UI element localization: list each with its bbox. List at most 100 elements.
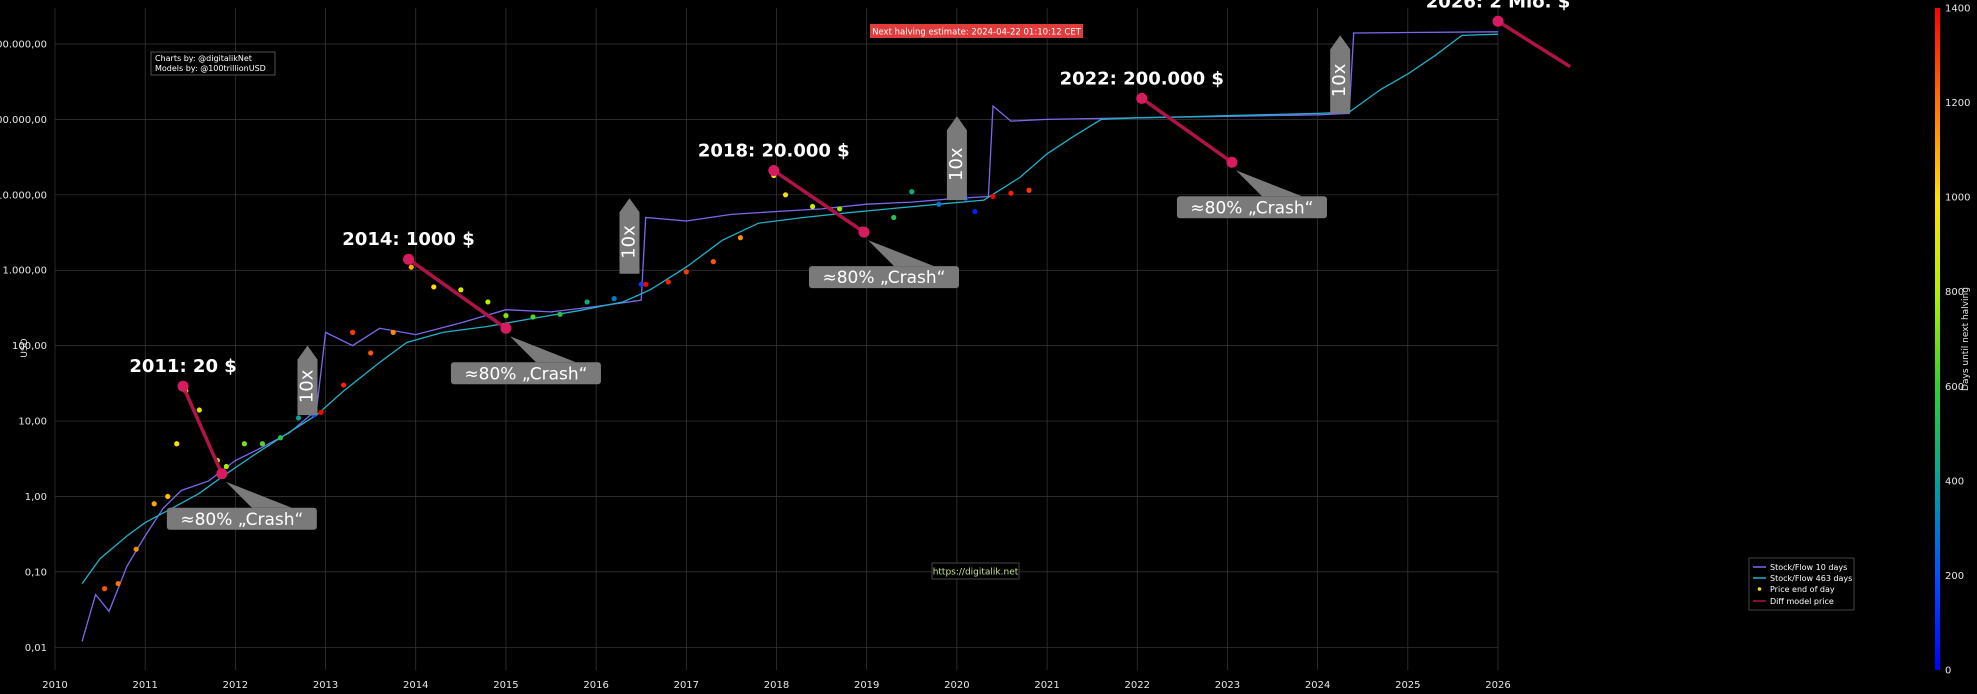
price-point xyxy=(837,206,843,212)
crash-callout-text: ≈80% „Crash“ xyxy=(1190,198,1313,218)
crash-marker xyxy=(500,322,512,334)
y-tick-label: 0,01 xyxy=(25,643,47,654)
crash-callout-pointer xyxy=(225,481,292,508)
watermark-text: https://digitalik.net xyxy=(933,568,1019,578)
colorbar-tick-label: 0 xyxy=(1945,666,1951,677)
y-tick-label: 100,00 xyxy=(12,341,47,352)
peak-marker xyxy=(1492,15,1504,27)
price-point xyxy=(223,463,229,470)
x-tick-label: 2022 xyxy=(1125,680,1150,691)
colorbar-tick-label: 400 xyxy=(1945,476,1964,487)
credits-charts: Charts by: @digitalikNet xyxy=(155,54,252,63)
x-tick-label: 2020 xyxy=(944,680,969,691)
price-point xyxy=(972,208,978,215)
price-point xyxy=(584,299,590,305)
peak-marker xyxy=(1136,92,1148,104)
legend-label-diff: Diff model price xyxy=(1770,597,1834,606)
axis-layer: 0,01 0,10 1,00 10,00 100,00 1.000,00 10.000,00… xyxy=(0,39,1511,691)
peak-label: 2022: 200.000 $ xyxy=(1060,68,1224,89)
price-point xyxy=(1008,190,1014,196)
price-point xyxy=(133,546,139,552)
halving-banner-text: Next halving estimate: 2024-04-22 01:10:… xyxy=(872,28,1082,38)
price-point xyxy=(241,441,247,447)
x-tick-label: 2017 xyxy=(674,680,699,691)
price-point xyxy=(530,314,536,320)
diff-model-line xyxy=(772,169,865,234)
watermark: https://digitalik.net xyxy=(931,562,1020,580)
peak-marker xyxy=(177,380,189,392)
ten-x-arrow xyxy=(946,116,967,201)
x-tick-label: 2026 xyxy=(1485,680,1510,691)
crash-marker xyxy=(858,226,870,238)
x-tick-label: 2024 xyxy=(1305,680,1330,691)
colorbar-tick-label: 600 xyxy=(1945,382,1964,393)
price-point xyxy=(318,409,324,416)
credits-box: Charts by: @digitalikNet Models by: @100… xyxy=(150,51,276,76)
price-point xyxy=(350,329,356,335)
crash-callout-box xyxy=(808,266,959,289)
peak-marker xyxy=(403,253,415,265)
price-point xyxy=(1026,187,1032,193)
price-point xyxy=(277,435,284,441)
crash-callout-text: ≈80% „Crash“ xyxy=(180,510,303,530)
colorbar-label: Days until next halving xyxy=(1961,287,1971,391)
price-point xyxy=(115,580,121,587)
series-layer xyxy=(81,31,1499,642)
ten-x-arrow xyxy=(619,198,640,274)
price-point xyxy=(936,201,942,207)
crash-callout-box xyxy=(166,507,317,530)
x-tick-label: 2011 xyxy=(132,680,157,691)
price-point xyxy=(431,284,437,290)
x-tick-label: 2021 xyxy=(1034,680,1059,691)
ten-x-label: 10x xyxy=(618,225,639,259)
colorbar-tick-label: 200 xyxy=(1945,571,1964,582)
diff-model-line xyxy=(181,385,224,475)
peak-marker xyxy=(768,165,780,177)
colorbar-tick-label: 1000 xyxy=(1945,193,1970,204)
peak-label: 2011: 20 $ xyxy=(129,356,236,377)
diff-model-line xyxy=(1497,19,1572,69)
x-tick-label: 2018 xyxy=(764,680,789,691)
y-tick-label: 1.000.000,00 xyxy=(0,39,47,50)
x-tick-label: 2025 xyxy=(1395,680,1420,691)
grid-lines xyxy=(54,8,1499,670)
y-axis-label: USD xyxy=(20,338,30,357)
x-tick-label: 2010 xyxy=(42,680,67,691)
price-point xyxy=(259,441,266,447)
crash-callout-text: ≈80% „Crash“ xyxy=(464,364,587,384)
price-point xyxy=(408,264,414,270)
crash-marker xyxy=(1226,156,1238,168)
colorbar-ticks: 0 200 400 600 800 1000 1200 1400 xyxy=(1945,4,1970,677)
colorbar-tick-label: 1200 xyxy=(1945,98,1970,109)
x-tick-label: 2012 xyxy=(223,680,248,691)
legend-label-sf10: Stock/Flow 10 days xyxy=(1770,563,1847,572)
price-point xyxy=(683,269,689,275)
price-point xyxy=(196,407,202,413)
crash-callout-box xyxy=(1176,196,1327,219)
diff-model-line xyxy=(407,257,507,330)
price-point xyxy=(643,281,649,287)
price-point xyxy=(557,311,563,317)
price-point xyxy=(295,415,302,421)
colorbar-gradient xyxy=(1935,8,1940,670)
price-point xyxy=(503,313,509,319)
legend-label-sf463: Stock/Flow 463 days xyxy=(1770,574,1852,583)
peak-label: 2018: 20.000 $ xyxy=(698,141,850,162)
price-point xyxy=(638,281,644,287)
price-point xyxy=(368,350,374,356)
y-tick-label: 100.000,00 xyxy=(0,115,47,126)
peak-label: 2014: 1000 $ xyxy=(342,229,474,250)
colorbar-tick-label: 1400 xyxy=(1945,4,1970,15)
ten-x-arrow xyxy=(1330,35,1351,114)
x-tick-label: 2014 xyxy=(403,680,428,691)
diff-model-line xyxy=(1140,96,1233,164)
annotation-layer: 2011: 20 $ 2014: 1000 $ 2018: 20.000 $ 2022… xyxy=(129,0,1570,530)
x-tick-label: 2023 xyxy=(1215,680,1240,691)
ten-x-label: 10x xyxy=(946,147,967,181)
crash-marker xyxy=(216,468,228,480)
price-point xyxy=(341,382,347,388)
y-tick-label: 0,10 xyxy=(25,567,47,578)
price-point xyxy=(151,501,157,507)
ten-x-label: 10x xyxy=(1329,63,1350,97)
